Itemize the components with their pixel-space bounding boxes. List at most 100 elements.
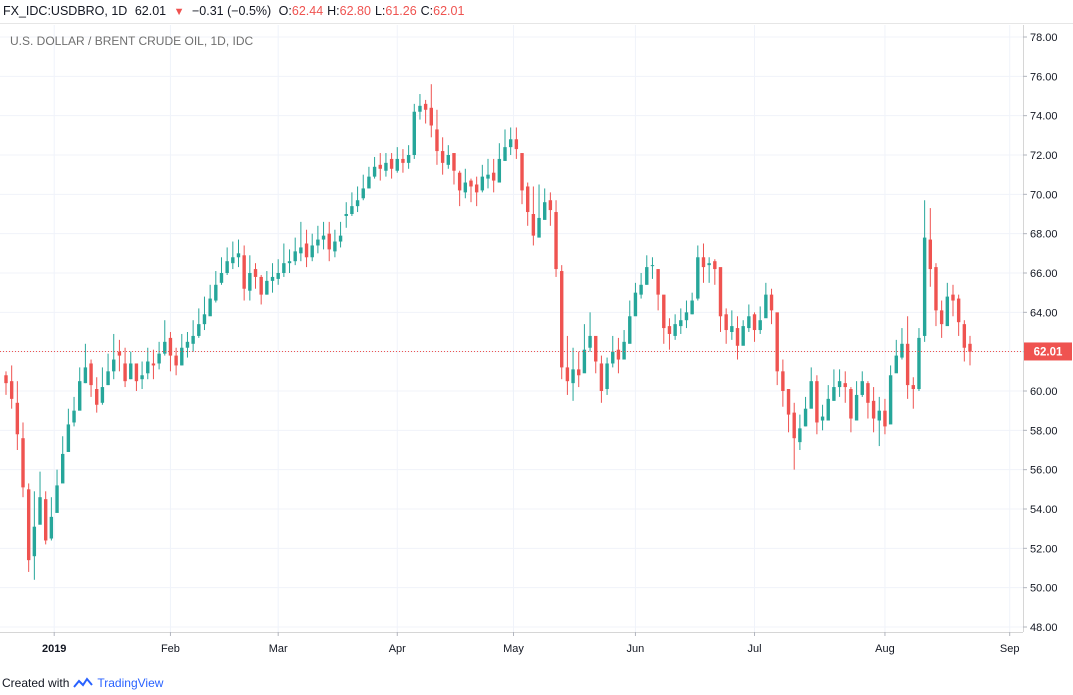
candle-body: [265, 280, 269, 295]
candle-body: [469, 180, 473, 187]
candle-body: [463, 182, 468, 193]
candle: [185, 332, 190, 358]
candle-body: [854, 394, 859, 421]
high-value: 62.80: [339, 4, 371, 18]
candle-body: [316, 239, 320, 246]
candle: [832, 369, 836, 401]
candle-body: [327, 233, 331, 250]
time-tick-label: Jun: [627, 643, 645, 655]
candle: [282, 243, 286, 277]
price-tick-label: 68.00: [1030, 229, 1058, 241]
candle: [214, 271, 218, 303]
candle: [242, 245, 246, 301]
candle-body: [174, 355, 178, 366]
candle: [843, 371, 847, 403]
candle-body: [38, 497, 42, 525]
candle-body: [214, 284, 218, 301]
candle: [423, 99, 428, 124]
candle-body: [412, 111, 416, 155]
candle-body: [401, 158, 405, 163]
candle: [560, 265, 564, 380]
candle-body: [752, 314, 757, 331]
candle-body: [361, 188, 365, 199]
candle-body: [321, 235, 326, 240]
candle-body: [491, 172, 496, 181]
candle: [452, 153, 456, 185]
candle: [293, 237, 297, 266]
candle-body: [633, 292, 638, 317]
candle: [922, 200, 927, 342]
candle: [525, 182, 530, 226]
candle: [741, 320, 745, 346]
candle: [588, 312, 592, 352]
candle: [934, 263, 938, 327]
candle-body: [378, 164, 382, 169]
candle: [690, 292, 694, 315]
candle-body: [4, 375, 8, 384]
time-tick-label: Mar: [269, 643, 288, 655]
candle: [571, 347, 575, 401]
candle-body: [146, 361, 150, 374]
candle: [945, 282, 950, 327]
candle-body: [582, 349, 587, 374]
candle-body: [151, 363, 156, 366]
candle: [287, 249, 292, 273]
time-tick-label: Sep: [1000, 643, 1020, 655]
candle-body: [304, 243, 309, 258]
candle-body: [588, 335, 592, 348]
candle-body: [543, 202, 547, 220]
candle-body: [310, 245, 314, 258]
candle: [815, 375, 819, 435]
candle: [225, 247, 229, 275]
candle: [299, 221, 303, 262]
candle-body: [406, 155, 411, 163]
candle: [894, 339, 898, 374]
candle: [764, 282, 768, 319]
last-price: 62.01: [134, 4, 167, 18]
candle-body: [452, 153, 456, 171]
candle-body: [474, 184, 479, 193]
candle: [202, 296, 207, 331]
candle: [582, 324, 587, 374]
candle-body: [667, 326, 672, 334]
close-value: 62.01: [433, 4, 465, 18]
tradingview-brand[interactable]: TradingView: [97, 676, 164, 690]
candle-body: [344, 214, 348, 216]
candle-body: [724, 314, 728, 331]
candle-body: [560, 271, 564, 368]
candle-body: [792, 412, 796, 439]
candle: [713, 259, 717, 285]
candle: [628, 300, 632, 344]
candle-body: [537, 217, 541, 238]
candle: [696, 245, 700, 301]
candle-body: [747, 316, 751, 329]
candle-body: [684, 312, 689, 321]
candle-body: [701, 257, 706, 268]
candle: [605, 357, 609, 395]
symbol-label[interactable]: FX_IDC:USDBRO, 1D: [3, 4, 128, 18]
candle-body: [338, 235, 343, 242]
price-tick-label: 78.00: [1030, 32, 1058, 44]
candle-body: [611, 351, 615, 364]
candle: [888, 365, 893, 425]
candle-body: [735, 328, 740, 346]
candle: [622, 330, 626, 360]
candle: [78, 367, 82, 411]
candle-body: [605, 363, 609, 390]
chart-title: U.S. DOLLAR / BRENT CRUDE OIL, 1D, IDC: [10, 34, 253, 48]
candle: [32, 491, 37, 580]
candle: [384, 153, 388, 177]
candle: [253, 263, 258, 289]
candle-body: [922, 237, 927, 336]
candle: [435, 109, 439, 165]
candle: [9, 365, 14, 409]
candle-body: [435, 129, 439, 152]
low-value: 61.26: [385, 4, 417, 18]
candle-body: [939, 310, 944, 325]
candle: [871, 387, 876, 433]
candle: [174, 347, 178, 376]
candle-body: [871, 400, 876, 419]
candle: [854, 381, 859, 421]
candle: [503, 129, 507, 161]
